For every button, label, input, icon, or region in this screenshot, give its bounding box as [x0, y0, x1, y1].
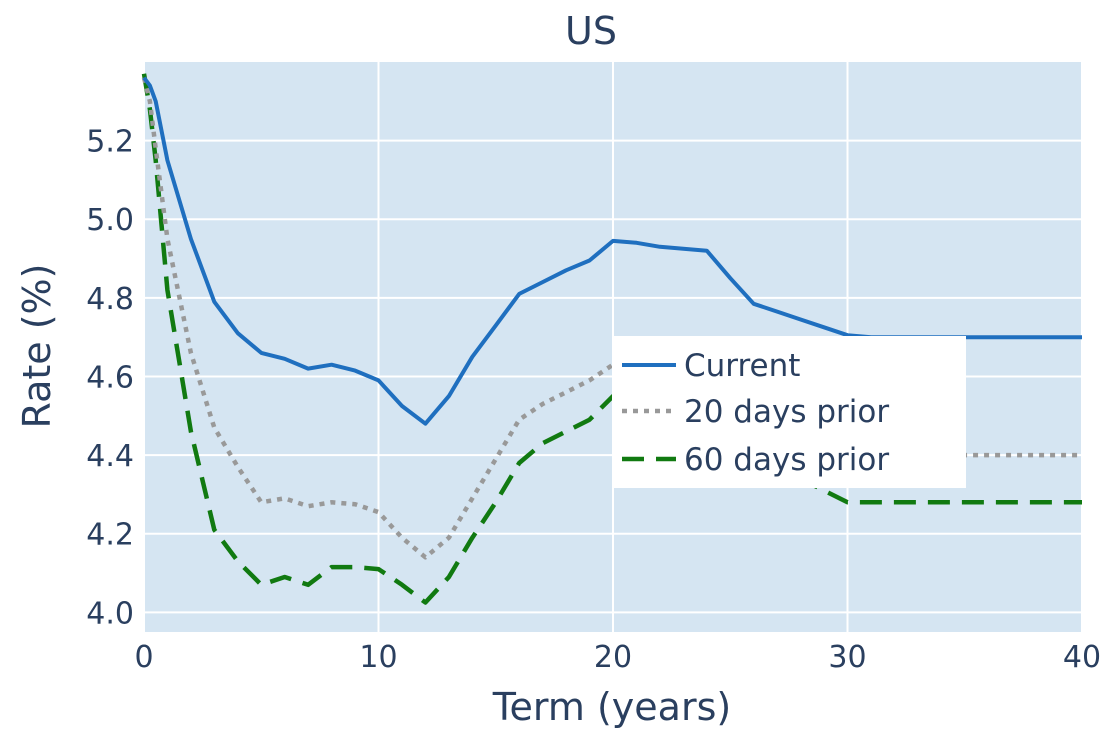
x-tick-label: 20	[594, 640, 632, 675]
y-tick-label: 4.0	[86, 596, 134, 631]
x-tick-label: 10	[359, 640, 397, 675]
y-tick-label: 4.2	[86, 518, 134, 553]
x-axis-title: Term (years)	[492, 685, 731, 729]
x-tick-label: 40	[1063, 640, 1101, 675]
series-line-20-days-prior	[141, 77, 1082, 560]
y-axis-title: Rate (%)	[15, 264, 59, 429]
y-tick-label: 5.2	[86, 125, 134, 160]
x-tick-label: 30	[828, 640, 866, 675]
tick-labels: 0 10 20 30 40 4.0 4.2 4.4 4.6 4.8 5.0 5.2	[86, 125, 1101, 675]
legend: Current 20 days prior 60 days prior	[612, 336, 966, 488]
x-tick-label: 0	[134, 640, 153, 675]
series-line-60-days-prior	[141, 73, 1082, 605]
y-tick-label: 4.6	[86, 360, 134, 395]
y-tick-label: 4.4	[86, 439, 134, 474]
legend-label-60-days-prior: 60 days prior	[684, 442, 889, 478]
y-tick-label: 5.0	[86, 203, 134, 238]
y-tick-label: 4.8	[86, 282, 134, 317]
chart-title: US	[565, 9, 617, 53]
legend-label-20-days-prior: 20 days prior	[684, 394, 889, 430]
legend-label-current: Current	[684, 348, 800, 384]
